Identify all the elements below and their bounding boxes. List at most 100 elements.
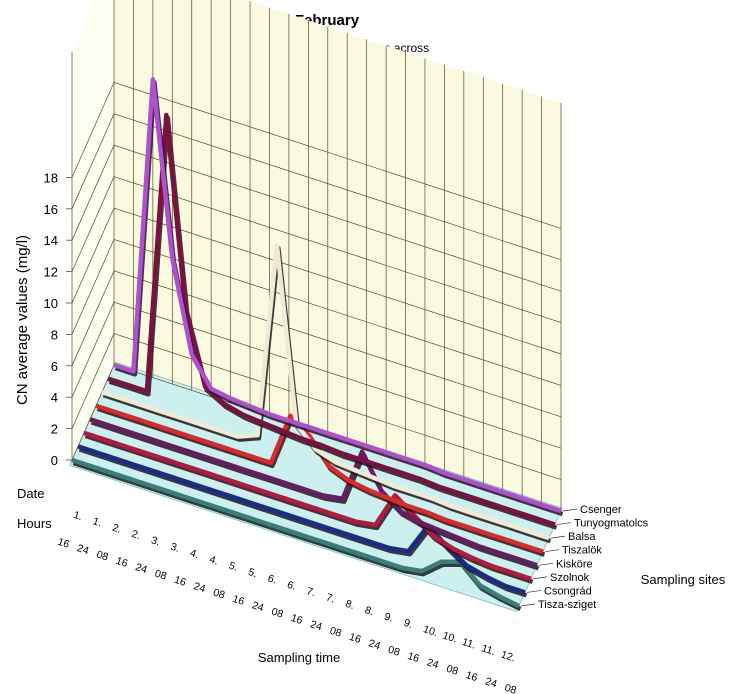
grid-line-horizontal bbox=[71, 238, 562, 386]
x-hour-label: 08 bbox=[95, 548, 110, 563]
site-tick bbox=[520, 603, 536, 607]
site-label: Csenger bbox=[580, 504, 622, 516]
x-hour-label: 24 bbox=[425, 656, 440, 671]
x-date-label: 8. bbox=[344, 598, 356, 612]
grid-line-horizontal bbox=[71, 81, 562, 229]
x-date-label: 7. bbox=[324, 591, 336, 605]
x-date-label: 9. bbox=[402, 617, 414, 631]
x-date-label: 9. bbox=[383, 611, 395, 625]
x-hour-label: 16 bbox=[56, 536, 71, 551]
series-line bbox=[71, 457, 520, 609]
back-wall bbox=[114, 0, 561, 511]
site-label: Szolnok bbox=[550, 572, 590, 584]
x-date-label: 6. bbox=[286, 579, 298, 593]
site-tick bbox=[526, 590, 542, 593]
site-tick bbox=[544, 549, 560, 553]
y-tick-label: 8 bbox=[51, 327, 58, 342]
y-axis-label: CN average values (mg/l) bbox=[14, 235, 31, 405]
grid-line-horizontal bbox=[71, 113, 562, 261]
x-hour-label: 24 bbox=[192, 580, 207, 595]
chart-grid bbox=[71, 0, 562, 512]
x-date-label: 2. bbox=[111, 522, 123, 536]
x-date-label: 1. bbox=[72, 509, 84, 523]
x-date-label: 10. bbox=[422, 623, 440, 639]
site-label: Tiszalök bbox=[562, 545, 602, 557]
site-tick bbox=[538, 562, 554, 566]
site-tick bbox=[556, 522, 572, 525]
x-date-label: 3. bbox=[169, 541, 181, 555]
y-axis-ticks: 0 2 4 6 8 10 12 14 16 18 bbox=[44, 170, 72, 468]
x-date-label: 11. bbox=[460, 636, 477, 652]
x-hour-label: 16 bbox=[114, 555, 129, 570]
x-hour-label: 08 bbox=[212, 587, 227, 602]
grid-line-horizontal bbox=[71, 301, 562, 449]
x-date-label: 6. bbox=[266, 572, 278, 586]
date-row-label: Date bbox=[17, 486, 44, 501]
x-date-label: 3. bbox=[150, 534, 162, 548]
site-tick bbox=[562, 508, 578, 512]
x-hour-label: 24 bbox=[309, 618, 324, 633]
y-tick-label: 16 bbox=[44, 202, 58, 217]
grid-line-horizontal bbox=[71, 333, 562, 480]
series-line bbox=[83, 430, 532, 582]
x-hour-label: 08 bbox=[153, 568, 168, 583]
series-line bbox=[113, 77, 562, 514]
x-date-label: 4. bbox=[208, 553, 220, 567]
y-tick-label: 14 bbox=[44, 233, 58, 248]
y-tick-label: 0 bbox=[51, 453, 58, 468]
x-hour-label: 16 bbox=[348, 631, 363, 646]
x-date-label: 4. bbox=[188, 547, 200, 561]
x-hour-label: 24 bbox=[250, 599, 265, 614]
series-line-shadow bbox=[72, 460, 522, 612]
site-label: Balsa bbox=[568, 531, 596, 543]
y-tick-label: 12 bbox=[44, 265, 58, 280]
hours-row-label: Hours bbox=[17, 516, 52, 531]
x-hour-label: 16 bbox=[173, 574, 188, 589]
side-wall bbox=[72, 0, 114, 460]
series-line bbox=[107, 112, 556, 527]
grid-line-horizontal bbox=[71, 207, 562, 355]
series-line bbox=[89, 417, 538, 568]
series-group bbox=[71, 77, 564, 612]
x-hour-label: 08 bbox=[503, 682, 518, 694]
site-label: Tisza-sziget bbox=[538, 599, 596, 611]
x-hour-label: 16 bbox=[231, 593, 246, 608]
x-tick-labels: 1. 1. 2. 2. 3. 3. 4. 4. 5. 5. 6. 6. 7. 7. 8. 8. 9. 9. 10. 1… bbox=[56, 509, 518, 694]
series-line bbox=[101, 242, 550, 541]
x-hour-label: 16 bbox=[406, 650, 421, 665]
x-date-label: 2. bbox=[130, 528, 142, 542]
x-hour-label: 08 bbox=[386, 644, 401, 659]
site-label: Csongrád bbox=[544, 585, 592, 597]
site-label: Kisköre bbox=[556, 558, 593, 570]
x-date-label: 12. bbox=[499, 649, 517, 665]
x-date-label: 1. bbox=[91, 515, 103, 529]
x-hour-label: 08 bbox=[328, 625, 343, 640]
x-hour-label: 24 bbox=[484, 675, 499, 690]
grid-line-horizontal bbox=[71, 270, 562, 418]
x-hour-label: 16 bbox=[289, 612, 304, 627]
grid-line-horizontal bbox=[71, 144, 562, 292]
x-date-label: 5. bbox=[247, 566, 259, 580]
x-hour-label: 24 bbox=[367, 637, 382, 652]
x-hour-label: 08 bbox=[270, 606, 285, 621]
grid-line-horizontal bbox=[71, 176, 562, 323]
y-tick-label: 6 bbox=[51, 359, 58, 374]
sites-axis-label: Sampling sites bbox=[641, 572, 726, 587]
y-tick-label: 4 bbox=[51, 390, 58, 405]
x-date-label: 7. bbox=[305, 585, 317, 599]
x-axis-label: Sampling time bbox=[258, 650, 340, 665]
x-date-label: 11. bbox=[480, 642, 497, 658]
x-date-label: 10. bbox=[441, 630, 459, 646]
site-label: Tunyogmatolcs bbox=[574, 518, 649, 530]
x-date-label: 5. bbox=[227, 560, 239, 574]
x-date-label: 8. bbox=[363, 604, 375, 618]
y-tick-label: 10 bbox=[44, 296, 58, 311]
y-tick-label: 18 bbox=[44, 170, 58, 185]
y-tick-label: 2 bbox=[51, 422, 58, 437]
x-hour-label: 24 bbox=[134, 561, 149, 576]
x-hour-label: 24 bbox=[76, 542, 91, 557]
site-tick bbox=[532, 576, 548, 580]
x-hour-label: 08 bbox=[445, 663, 460, 678]
